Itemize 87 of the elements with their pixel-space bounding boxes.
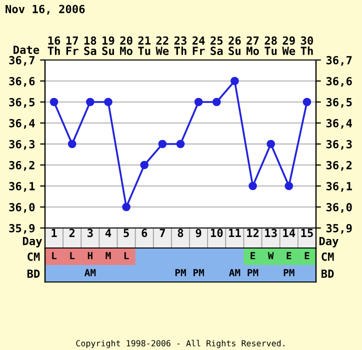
y2-tick-label: 36,5 (326, 98, 352, 108)
text: L (52, 252, 57, 260)
text: L (124, 252, 129, 260)
y-tick-label: 36,3 (9, 140, 35, 150)
text: M (106, 252, 111, 260)
x-tick-label: 23 Th (174, 36, 186, 55)
point (122, 202, 130, 212)
text: AM (229, 269, 240, 276)
x-tick-label: 26 Su (228, 36, 241, 56)
text: Day (319, 236, 338, 248)
y-tick-label: 36,1 (9, 182, 35, 192)
x-tick-label: 18 Sa (84, 36, 96, 56)
y2-tick-label: CM (322, 252, 334, 261)
text: H (88, 252, 92, 260)
y2-tick-label: 36,7 (326, 56, 352, 66)
point (266, 140, 275, 148)
x-tick-label: 12 (247, 228, 259, 237)
text: PM (248, 269, 258, 276)
point (68, 140, 76, 148)
x-tick-label: 13 (265, 228, 277, 238)
y-tick-label: 36,4 (9, 118, 35, 129)
y-tick-label: 36,0 (9, 202, 35, 213)
y2-tick-label: 35,9 (326, 224, 352, 234)
text: E (250, 252, 256, 260)
x-tick-label: 2 (69, 228, 75, 237)
y-tick-label: 36,6 (9, 76, 35, 87)
x-tick-label: 1 (52, 228, 57, 237)
text: PM (175, 269, 186, 276)
text: E (286, 252, 292, 260)
x-tick-label: 3 (88, 228, 93, 238)
chart-title: Nov 16, 2006 (6, 4, 85, 15)
text: AM (84, 269, 96, 276)
y-tick-label: 35,9 (9, 224, 35, 234)
text: Copyright 1998-2006 - All Rights Reserved. (76, 340, 284, 348)
x-tick-label: 10 (210, 228, 223, 238)
x-tick-label: 8 (178, 228, 184, 238)
x-tick-label: 22 We (156, 36, 169, 56)
x-tick-label: 25 Sa (210, 36, 223, 56)
x-axis-title: Day (22, 236, 42, 248)
x-tick-label: 11 (229, 228, 241, 237)
y2-tick-label: 36,4 (326, 118, 352, 129)
y-tick-label: BD (27, 270, 40, 278)
y-tick-label: 36,5 (9, 98, 35, 108)
x-tick-label: 5 (124, 228, 129, 238)
x-tick-label: 27 Mo (246, 36, 259, 56)
point (248, 182, 257, 190)
point (140, 160, 149, 170)
text: PM (284, 269, 294, 276)
x-tick-label: 30 Th (300, 36, 313, 55)
point (158, 140, 167, 148)
point (104, 98, 112, 106)
point (284, 182, 294, 190)
point (50, 98, 58, 106)
point (230, 76, 239, 86)
point (212, 98, 221, 106)
x-tick-label: 15 (301, 228, 313, 238)
text: L (70, 252, 75, 260)
x-axis-title: Date (14, 46, 40, 54)
x-tick-label: 7 (160, 228, 165, 237)
text: W (268, 252, 274, 260)
point (176, 140, 185, 148)
y2-tick-label: 36,1 (326, 182, 352, 192)
x-tick-label: 14 (283, 228, 296, 237)
point (302, 98, 312, 106)
x-tick-label: 29 We (282, 36, 296, 56)
x-tick-label: 17 Fr (66, 36, 78, 55)
y2-tick-label: 36,0 (326, 202, 352, 213)
x-tick-label: 28 Tu (264, 36, 277, 56)
x-tick-label: 21 Tu (138, 36, 151, 56)
y2-tick-label: 36,3 (326, 140, 352, 150)
x-tick-label: 20 Mo (120, 36, 132, 56)
y-tick-label: CM (28, 252, 40, 261)
y2-tick-label: 36,2 (326, 160, 352, 171)
x-tick-label: 24 Fr (192, 36, 205, 55)
x-tick-label: 19 Su (102, 36, 114, 56)
x-tick-label: 16 Th (48, 36, 60, 55)
y2-tick-label: BD (322, 270, 334, 278)
x-tick-label: 6 (142, 228, 148, 238)
point (194, 98, 203, 106)
y2-tick-label: 36,6 (326, 76, 352, 87)
y-tick-label: 36,2 (9, 160, 34, 171)
text: E (304, 252, 310, 260)
text: PM (193, 269, 204, 276)
y-tick-label: 36,7 (9, 56, 34, 66)
x-tick-label: 4 (105, 228, 112, 237)
point (86, 98, 94, 106)
x-tick-label: 9 (196, 228, 202, 238)
